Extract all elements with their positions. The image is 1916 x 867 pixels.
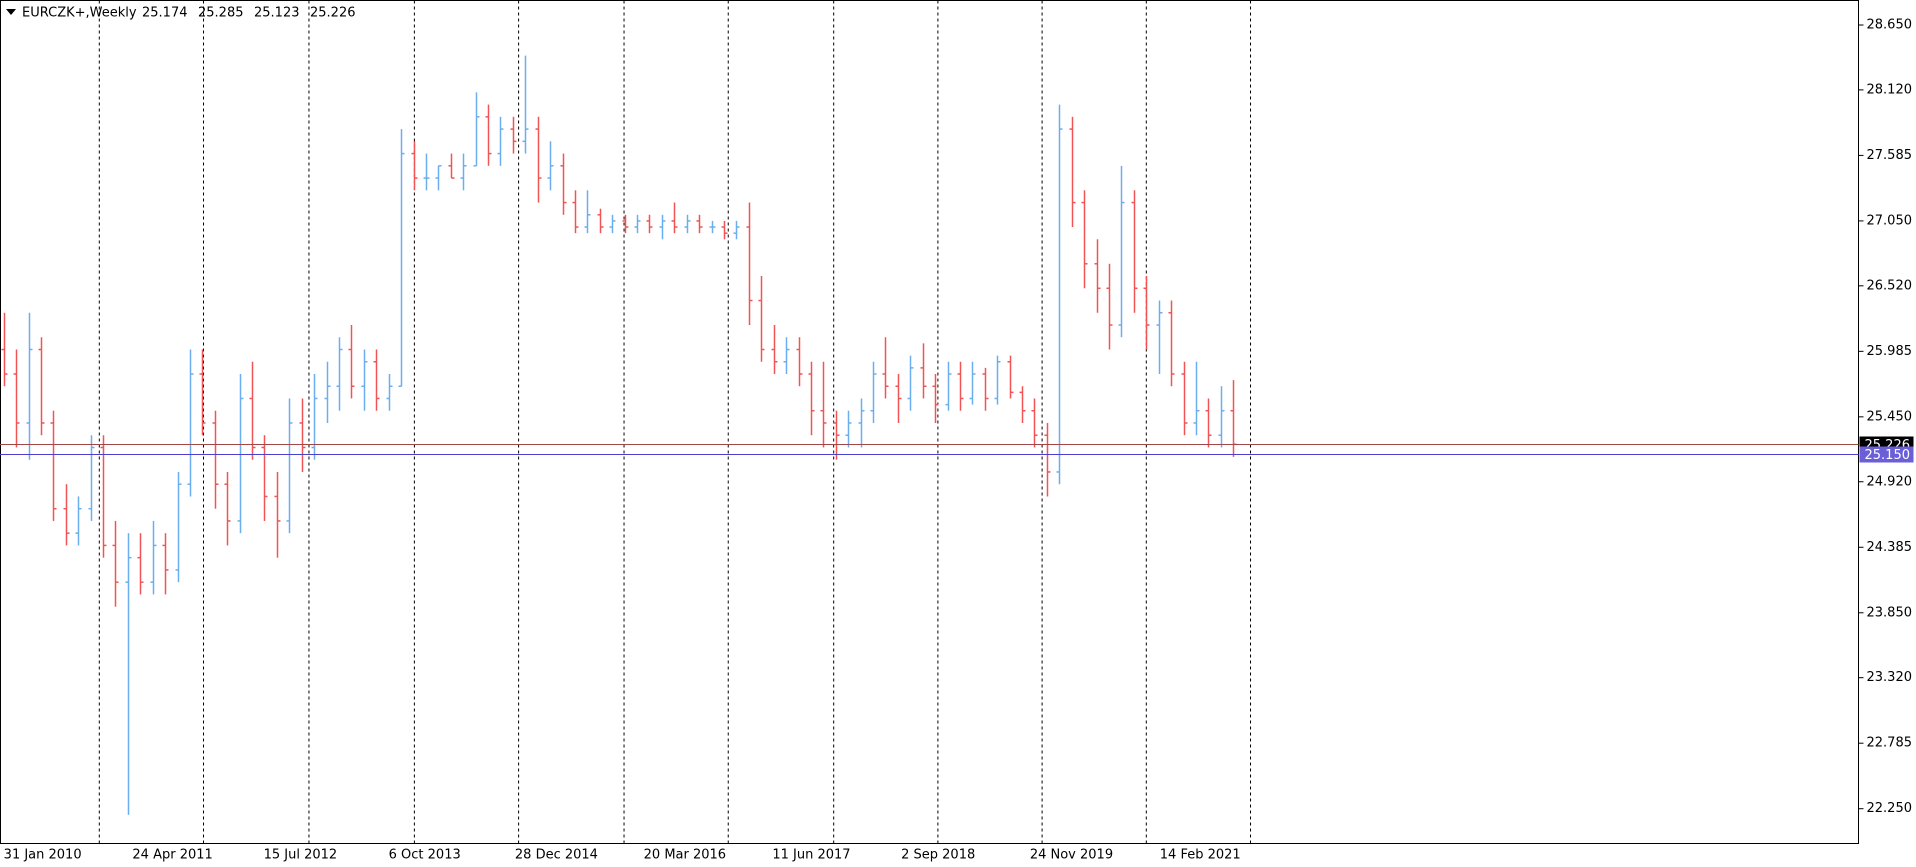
y-tick-label: 28.120: [1867, 82, 1913, 97]
price-box: [1859, 446, 1914, 463]
header-price: 25.285: [198, 6, 244, 21]
x-tick-label: 2 Sep 2018: [901, 848, 975, 863]
y-tick-label: 27.050: [1867, 213, 1913, 228]
header-price: 25.174: [142, 6, 188, 21]
y-tick-label: 23.320: [1867, 670, 1913, 685]
symbol: EURCZK+,Weekly: [22, 6, 137, 21]
x-tick-label: 24 Nov 2019: [1030, 848, 1113, 863]
y-tick-label: 26.520: [1867, 278, 1913, 293]
y-tick-label: 24.385: [1867, 540, 1913, 555]
y-tick-label: 24.920: [1867, 474, 1913, 489]
menu-arrow: [6, 9, 16, 15]
plot-frame: [0, 0, 1859, 844]
x-tick-label: 24 Apr 2011: [132, 848, 212, 863]
x-tick-label: 20 Mar 2016: [644, 848, 726, 863]
header-price: 25.123: [254, 6, 300, 21]
x-tick-label: 6 Oct 2013: [389, 848, 461, 863]
header-price: 25.226: [310, 6, 356, 21]
price-label: 25.150: [1865, 448, 1911, 463]
x-tick-label: 14 Feb 2021: [1160, 848, 1241, 863]
y-tick-label: 28.650: [1867, 17, 1913, 32]
x-tick-label: 28 Dec 2014: [515, 848, 598, 863]
x-tick-label: 15 Jul 2012: [264, 848, 338, 863]
y-tick-label: 25.985: [1867, 344, 1913, 359]
x-tick-label: 31 Jan 2010: [4, 848, 82, 863]
y-tick-label: 23.850: [1867, 605, 1913, 620]
y-tick-label: 22.785: [1867, 736, 1913, 751]
y-tick-label: 22.250: [1867, 801, 1913, 816]
y-tick-label: 25.450: [1867, 409, 1913, 424]
x-tick-label: 11 Jun 2017: [772, 848, 850, 863]
y-tick-label: 27.585: [1867, 148, 1913, 163]
